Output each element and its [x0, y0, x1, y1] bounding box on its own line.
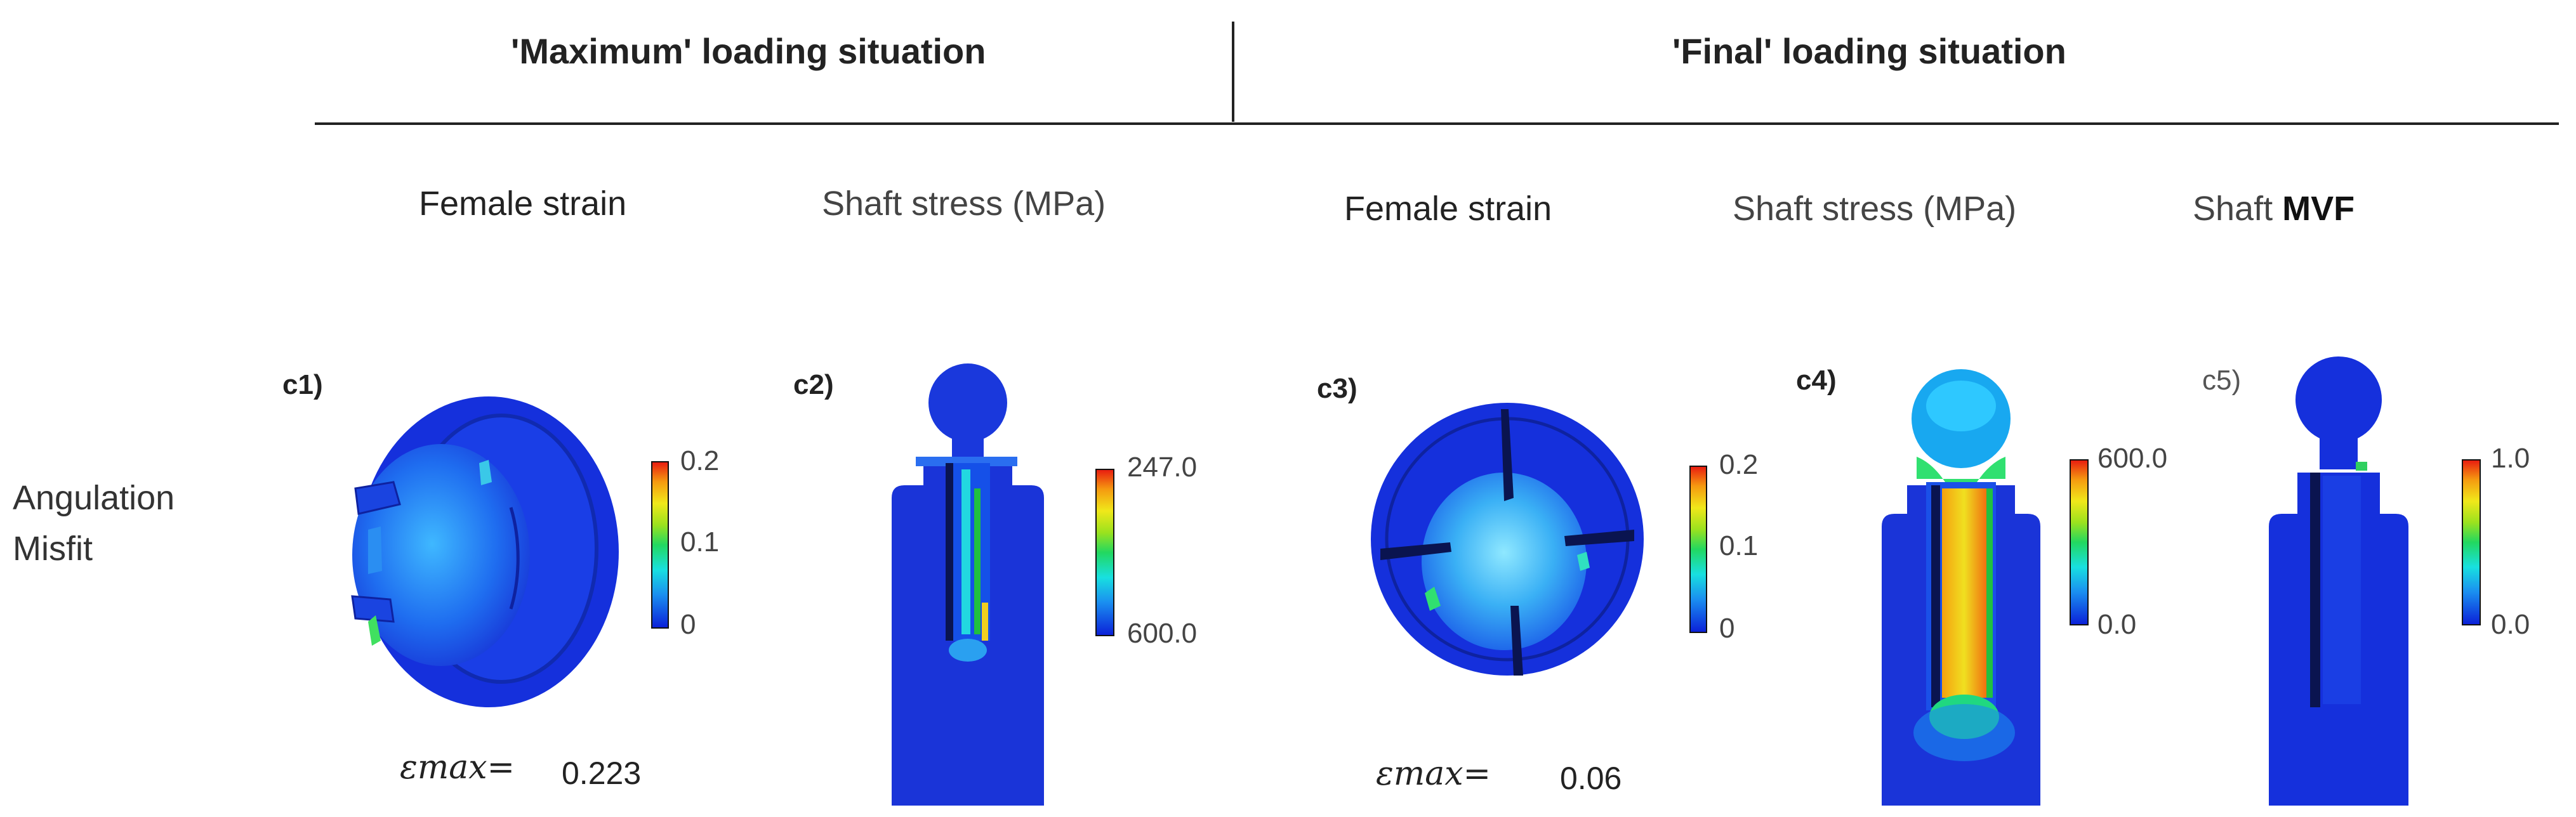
colorbar-c1-max: 0.2	[680, 445, 720, 476]
c3-hot-spot-2	[1577, 552, 1590, 571]
c2-ball-head	[928, 363, 1007, 442]
header-rule	[315, 122, 2559, 125]
panel-label-c1: c1)	[282, 369, 323, 400]
c5-shaft-region	[2323, 476, 2361, 704]
c2-stress-band-3	[982, 603, 988, 641]
c3-inner-sphere	[1422, 473, 1587, 650]
column-title-female-strain-1: Female strain	[419, 185, 627, 223]
shaft-mvf-prefix: Shaft	[2193, 190, 2283, 228]
figure-c2-shaft-stress	[892, 363, 1044, 806]
row-label: Angulation Misfit	[13, 473, 175, 574]
eps-max-label-c3: εmax=	[1376, 755, 1491, 793]
c1-hot-spot-1	[479, 460, 492, 485]
c4-neck-stress	[1917, 457, 2005, 482]
c2-collar	[916, 457, 1017, 466]
colorbar-c3	[1689, 466, 1707, 633]
c5-ball-head	[2295, 356, 2382, 443]
c2-neck	[952, 438, 984, 460]
c1-finger-1	[354, 481, 401, 515]
column-title-shaft-stress-1: Shaft stress (MPa)	[822, 185, 1106, 223]
column-title-shaft-stress-2: Shaft stress (MPa)	[1733, 190, 2017, 228]
header-divider-vertical	[1232, 22, 1234, 122]
colorbar-c5-min: 0.0	[2491, 609, 2530, 640]
c2-base-glow	[949, 639, 987, 662]
colorbar-c3-min: 0	[1719, 613, 1735, 644]
c2-stress-band-2	[974, 488, 981, 634]
c2-slot-left	[946, 463, 953, 641]
c2-stress-band-1	[961, 469, 970, 634]
row-label-line1: Angulation	[13, 479, 175, 517]
eps-max-label-c1: εmax=	[400, 748, 515, 787]
c1-hot-spot-2	[368, 615, 381, 646]
colorbar-c2-min: 600.0	[1127, 618, 1198, 649]
c4-shaft-hot	[1942, 488, 1986, 698]
panel-label-c3: c3)	[1317, 373, 1357, 404]
panel-label-c5: c5)	[2202, 365, 2242, 396]
c4-shaft-edge	[1986, 488, 1993, 698]
eps-max-value-c1: 0.223	[562, 755, 642, 791]
figure-c5-shaft-mvf	[2269, 356, 2408, 806]
panel-label-c2: c2)	[793, 369, 834, 400]
c3-slot-top	[1501, 409, 1514, 501]
row-label-line2: Misfit	[13, 530, 93, 568]
colorbar-c3-mid: 0.1	[1719, 530, 1759, 561]
figure-c4-shaft-stress	[1882, 369, 2040, 806]
c3-slot-right	[1564, 530, 1634, 546]
c5-slot-left	[2310, 473, 2320, 707]
colorbar-c2	[1095, 469, 1114, 636]
group-title-final: 'Final' loading situation	[1672, 31, 2066, 71]
c4-base-glow-outer	[1913, 704, 2015, 761]
figure-c1-female-strain	[351, 396, 619, 707]
colorbar-c3-max: 0.2	[1719, 449, 1759, 480]
colorbar-c4	[2070, 459, 2089, 625]
shaft-mvf-bold: MVF	[2282, 190, 2355, 228]
colorbar-c1-min: 0	[680, 609, 696, 640]
c4-slot-left	[1931, 485, 1940, 707]
c1-finger-2	[351, 595, 395, 623]
group-title-maximum: 'Maximum' loading situation	[511, 31, 986, 71]
c4-ball-highlight	[1926, 381, 1996, 431]
c3-hot-spot-1	[1425, 587, 1441, 611]
column-title-female-strain-2: Female strain	[1344, 190, 1552, 228]
c5-hot-spot	[2356, 462, 2367, 471]
c1-slot-1	[368, 526, 382, 574]
c3-slot-left	[1380, 542, 1451, 560]
panel-label-c4: c4)	[1796, 365, 1837, 396]
c3-slot-bottom	[1510, 606, 1523, 676]
column-title-shaft-mvf: Shaft MVF	[2193, 189, 2355, 228]
eps-max-value-c3: 0.06	[1560, 761, 1622, 796]
colorbar-c1	[651, 461, 669, 629]
colorbar-c4-max: 600.0	[2097, 443, 2168, 474]
c1-groove	[509, 507, 520, 610]
colorbar-c5	[2462, 459, 2481, 625]
colorbar-c4-min: 0.0	[2097, 609, 2137, 640]
c5-neck	[2320, 438, 2358, 469]
figure-c3-female-strain	[1371, 403, 1644, 676]
colorbar-c1-mid: 0.1	[680, 526, 720, 558]
colorbar-c5-max: 1.0	[2491, 443, 2530, 474]
colorbar-c2-max: 247.0	[1127, 452, 1198, 483]
